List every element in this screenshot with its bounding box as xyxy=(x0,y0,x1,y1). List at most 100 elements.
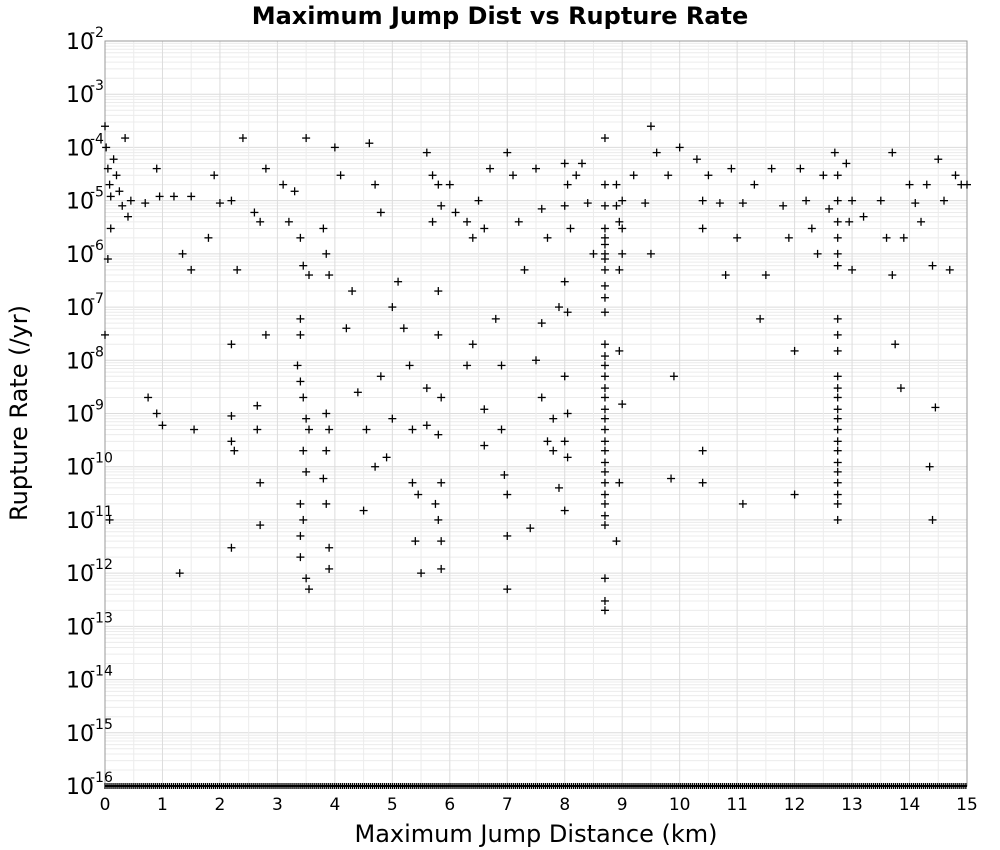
data-point xyxy=(302,467,311,476)
data-point xyxy=(600,352,609,361)
y-tick-label: 10-13 xyxy=(66,610,113,640)
data-point xyxy=(563,453,572,462)
data-point xyxy=(859,212,868,221)
data-point xyxy=(600,414,609,423)
data-point xyxy=(560,372,569,381)
y-tick-base: 10 xyxy=(66,722,94,747)
data-point xyxy=(109,155,118,164)
data-point xyxy=(428,217,437,226)
data-point xyxy=(190,425,199,434)
data-point xyxy=(600,478,609,487)
chart-title: Maximum Jump Dist vs Rupture Rate xyxy=(252,2,749,30)
data-point xyxy=(833,414,842,423)
data-point xyxy=(376,208,385,217)
data-point xyxy=(152,164,161,173)
data-point xyxy=(833,437,842,446)
data-point xyxy=(296,377,305,386)
data-point xyxy=(302,414,311,423)
y-tick-label: 10-12 xyxy=(66,557,113,587)
x-tick-label: 12 xyxy=(784,795,806,815)
data-point xyxy=(833,458,842,467)
x-tick-label: 15 xyxy=(956,795,978,815)
data-point xyxy=(600,521,609,530)
data-point xyxy=(600,596,609,605)
data-point xyxy=(888,271,897,280)
data-point xyxy=(532,164,540,173)
data-point xyxy=(537,393,546,402)
data-point xyxy=(103,164,112,173)
data-point xyxy=(698,478,707,487)
data-point xyxy=(612,537,621,546)
data-point xyxy=(845,217,854,226)
data-point xyxy=(503,148,512,157)
data-point xyxy=(537,204,546,213)
data-point xyxy=(362,425,371,434)
data-point xyxy=(302,134,311,143)
data-point xyxy=(118,201,127,210)
data-point xyxy=(437,393,446,402)
data-point xyxy=(503,531,512,540)
data-point xyxy=(322,446,331,455)
x-tick-label: 9 xyxy=(617,795,628,815)
data-point xyxy=(296,499,305,508)
data-point xyxy=(348,287,357,296)
data-point xyxy=(833,490,842,499)
data-point xyxy=(422,148,431,157)
data-point xyxy=(325,543,334,552)
data-point xyxy=(434,287,443,296)
data-point xyxy=(600,180,609,189)
data-point xyxy=(963,180,971,189)
data-point xyxy=(600,361,609,370)
data-point xyxy=(896,384,905,393)
data-point xyxy=(445,180,454,189)
x-axis-title: Maximum Jump Distance (km) xyxy=(355,820,718,848)
data-point xyxy=(543,437,552,446)
x-tick-label: 0 xyxy=(100,795,111,815)
data-point xyxy=(848,265,857,274)
data-point xyxy=(652,148,661,157)
data-point xyxy=(253,401,262,410)
data-point xyxy=(600,372,609,381)
data-point xyxy=(353,388,362,397)
data-point xyxy=(388,414,397,423)
y-tick-exponent: -3 xyxy=(90,78,104,94)
data-point xyxy=(250,208,259,217)
data-point xyxy=(296,330,305,339)
data-point xyxy=(296,553,305,562)
data-point xyxy=(600,224,609,233)
x-tick-label: 11 xyxy=(726,795,748,815)
data-point xyxy=(925,462,934,471)
data-point xyxy=(227,437,236,446)
x-tick-label: 14 xyxy=(899,795,921,815)
data-point xyxy=(618,400,627,409)
data-point xyxy=(210,171,219,180)
data-point xyxy=(583,199,592,208)
x-axis-tick-labels: 0 1 2 3 4 5 6 7 8 9 10 11 12 13 14 15 xyxy=(100,795,978,815)
data-point xyxy=(480,405,489,414)
data-point xyxy=(371,462,380,471)
x-tick-label: 6 xyxy=(444,795,455,815)
data-point xyxy=(600,425,609,434)
data-point xyxy=(394,277,403,286)
data-point xyxy=(480,224,489,233)
data-point xyxy=(325,425,334,434)
data-point xyxy=(721,271,730,280)
y-tick-base: 10 xyxy=(66,296,94,321)
y-tick-exponent: -4 xyxy=(90,131,104,147)
data-point xyxy=(951,171,960,180)
data-point xyxy=(833,233,842,242)
data-point xyxy=(431,499,440,508)
data-point xyxy=(563,180,572,189)
x-tick-label: 8 xyxy=(559,795,570,815)
data-point xyxy=(807,224,816,233)
data-point xyxy=(155,192,164,201)
data-point xyxy=(126,196,135,205)
y-tick-label: 10-3 xyxy=(66,78,104,108)
data-point xyxy=(615,346,624,355)
data-point xyxy=(503,490,512,499)
data-point xyxy=(779,201,788,210)
data-point xyxy=(336,171,345,180)
data-point xyxy=(376,372,385,381)
data-point xyxy=(290,187,299,196)
data-point xyxy=(359,506,368,515)
